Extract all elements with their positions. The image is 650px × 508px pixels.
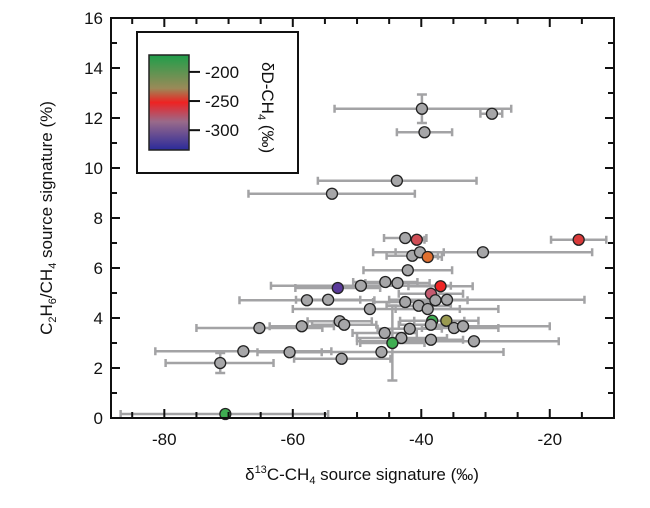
- data-point: [363, 302, 377, 316]
- data-point: [295, 320, 308, 333]
- data-point: [237, 345, 250, 358]
- data-point: [300, 294, 314, 307]
- y-axis-label: C2H6/CH4 source signature (%): [37, 101, 59, 335]
- data-points: [214, 102, 585, 421]
- data-point: [399, 231, 412, 245]
- data-point: [321, 293, 335, 306]
- data-point: [429, 294, 442, 307]
- data-point: [424, 333, 438, 346]
- data-point: [390, 174, 404, 187]
- x-tick-label: -60: [281, 430, 306, 449]
- data-point: [253, 321, 266, 335]
- x-tick-label: -80: [152, 430, 177, 449]
- y-tick-label: 8: [94, 209, 103, 228]
- data-point: [399, 295, 412, 309]
- data-point: [386, 336, 399, 350]
- data-point: [378, 326, 391, 340]
- data-point: [283, 346, 296, 359]
- colorbar-tick-label: -300: [205, 121, 239, 140]
- data-point: [391, 276, 404, 290]
- data-point: [434, 280, 447, 293]
- y-tick-label: 4: [94, 309, 103, 328]
- y-tick-label: 10: [84, 159, 103, 178]
- y-tick-label: 6: [94, 259, 103, 278]
- y-tick-label: 16: [84, 9, 103, 28]
- data-point: [476, 246, 490, 259]
- data-point: [421, 250, 434, 264]
- data-point: [421, 302, 434, 316]
- data-point: [325, 187, 339, 200]
- data-point: [467, 335, 481, 348]
- y-tick-label: 2: [94, 359, 103, 378]
- data-point: [335, 352, 348, 365]
- y-tick-label: 0: [94, 409, 103, 428]
- data-point: [338, 318, 351, 331]
- data-point: [354, 279, 368, 292]
- x-tick-label: -20: [537, 430, 562, 449]
- data-point: [415, 102, 429, 115]
- colorbar-tick-label: -200: [205, 63, 239, 82]
- x-axis-label: δ13C-CH4 source signature (‰): [245, 464, 479, 487]
- colorbar-tick-label: -250: [205, 92, 239, 111]
- data-point: [572, 233, 585, 246]
- x-tick-label: -40: [409, 430, 434, 449]
- y-tick-label: 12: [84, 109, 103, 128]
- data-point: [418, 126, 431, 139]
- data-point: [424, 318, 438, 331]
- data-point: [440, 293, 454, 306]
- data-point: [401, 264, 414, 277]
- data-point: [485, 107, 499, 120]
- data-point: [440, 314, 453, 327]
- data-point: [456, 320, 470, 333]
- colorbar-legend: -200 -250 -300 δD-CH4 (‰): [136, 31, 299, 174]
- colorbar: [148, 54, 190, 151]
- data-point: [410, 233, 423, 246]
- data-point: [379, 275, 392, 289]
- data-point: [403, 322, 416, 335]
- data-point: [214, 356, 227, 370]
- data-point: [331, 281, 344, 295]
- data-point: [375, 345, 388, 359]
- colorbar-title: δD-CH4 (‰): [255, 62, 277, 153]
- y-tick-label: 14: [84, 59, 103, 78]
